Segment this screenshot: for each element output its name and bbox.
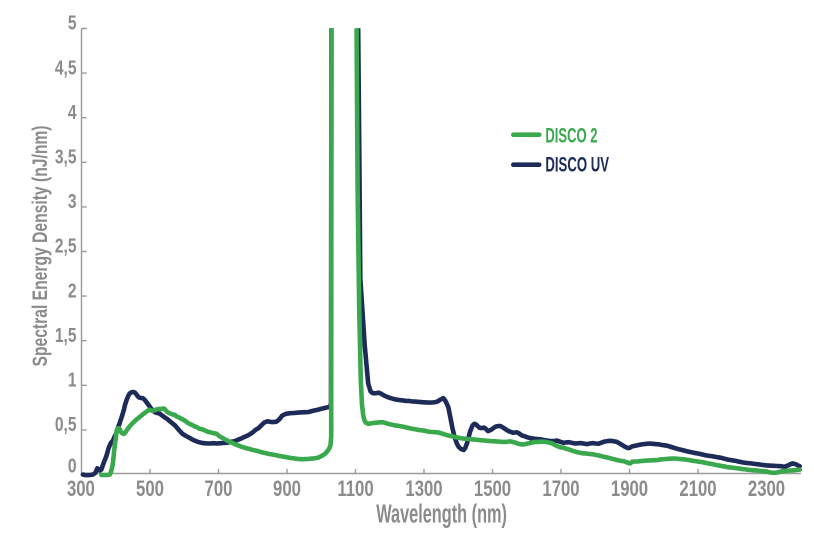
svg-text:Wavelength (nm): Wavelength (nm)	[376, 500, 507, 529]
svg-text:1,5: 1,5	[55, 324, 77, 346]
svg-text:1100: 1100	[337, 477, 373, 502]
svg-text:5: 5	[68, 12, 77, 34]
svg-text:900: 900	[273, 477, 301, 502]
svg-text:1: 1	[68, 369, 77, 391]
svg-text:2: 2	[68, 279, 77, 301]
svg-text:0,5: 0,5	[55, 413, 77, 435]
svg-text:3: 3	[68, 190, 77, 212]
svg-text:2300: 2300	[748, 477, 785, 502]
svg-text:DISCO 2: DISCO 2	[545, 123, 597, 147]
svg-text:3,5: 3,5	[55, 146, 77, 168]
svg-text:1900: 1900	[611, 477, 648, 502]
svg-text:4,5: 4,5	[55, 56, 77, 78]
svg-text:1500: 1500	[474, 477, 511, 502]
svg-text:500: 500	[136, 477, 164, 502]
svg-text:1300: 1300	[405, 477, 442, 502]
svg-text:700: 700	[205, 477, 233, 502]
svg-text:0: 0	[68, 455, 77, 477]
svg-text:DISCO UV: DISCO UV	[545, 152, 609, 176]
svg-text:4: 4	[68, 101, 77, 123]
svg-text:300: 300	[67, 477, 95, 502]
svg-text:Spectral Energy Density (nJ/nm: Spectral Energy Density (nJ/nm)	[28, 125, 52, 366]
svg-text:2,5: 2,5	[55, 235, 77, 257]
svg-text:2100: 2100	[679, 477, 716, 502]
svg-text:1700: 1700	[542, 477, 579, 502]
